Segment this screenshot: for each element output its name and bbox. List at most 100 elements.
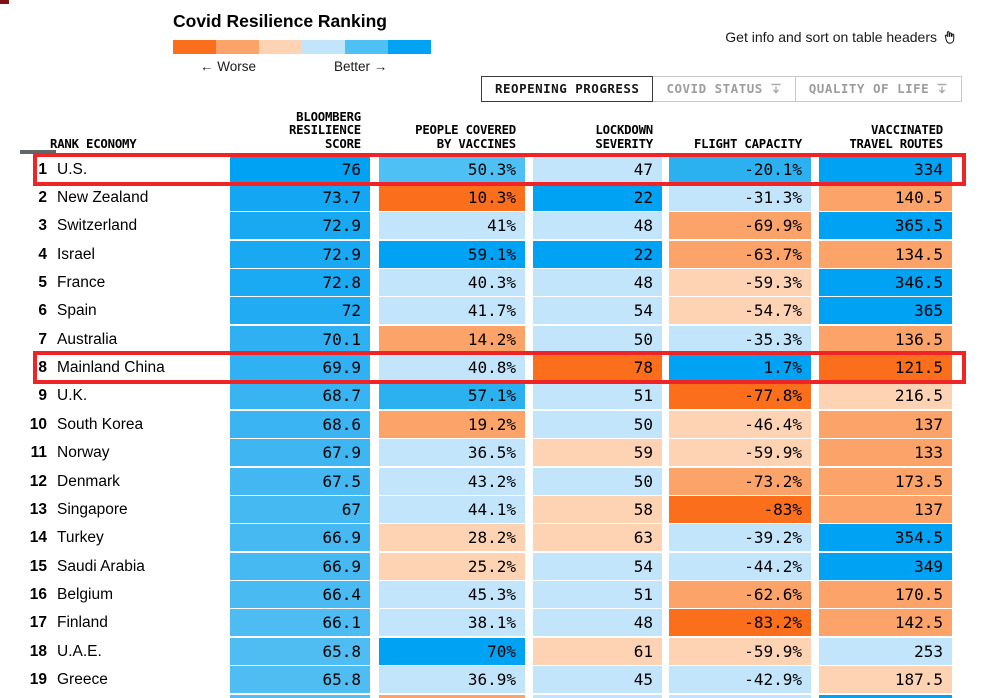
score-cell: 72.9 [230, 240, 370, 268]
column-header-rank-economy[interactable]: RANK ECONOMY [50, 103, 210, 151]
routes-cell: 187.5 [819, 666, 952, 694]
table-row-partial [0, 694, 1000, 698]
vaccines-cell: 43.2% [379, 467, 525, 495]
table-row-12: 12 Denmark 67.5 43.2% 50 -73.2% 173.5 [0, 467, 1000, 495]
table-row-4: 4 Israel 72.9 59.1% 22 -63.7% 134.5 [0, 240, 1000, 268]
legend-swatch-0 [173, 40, 216, 54]
rank-value: 18 [29, 642, 47, 660]
flight-cell: -54.7% [669, 297, 811, 325]
flight-cell: -59.9% [669, 637, 811, 665]
vaccines-cell: 45.3% [379, 581, 525, 609]
vaccines-cell: 36.9% [379, 666, 525, 694]
rank-value: 17 [29, 614, 47, 632]
lockdown-cell: 51 [533, 581, 662, 609]
table-row-18: 18 U.A.E. 65.8 70% 61 -59.9% 253 [0, 637, 1000, 665]
flight-cell: -46.4% [669, 410, 811, 438]
lockdown-cell [533, 694, 662, 698]
score-cell: 68.7 [230, 382, 370, 410]
lockdown-cell: 58 [533, 495, 662, 523]
table-row-17: 17 Finland 66.1 38.1% 48 -83.2% 142.5 [0, 609, 1000, 637]
rank-value: 13 [29, 500, 47, 518]
score-cell: 72.9 [230, 212, 370, 240]
routes-cell: 346.5 [819, 268, 952, 296]
score-cell: 66.9 [230, 524, 370, 552]
flight-cell: -31.3% [669, 183, 811, 211]
flight-cell: -44.2% [669, 552, 811, 580]
vaccines-cell: 41% [379, 212, 525, 240]
rank-value: 7 [38, 330, 47, 348]
vaccines-cell [379, 694, 525, 698]
vaccines-cell: 14.2% [379, 325, 525, 353]
score-cell: 72.8 [230, 268, 370, 296]
score-cell: 68.6 [230, 410, 370, 438]
rank-value: 12 [29, 472, 47, 490]
lockdown-cell: 45 [533, 666, 662, 694]
routes-cell: 121.5 [819, 354, 952, 382]
table-row-19: 19 Greece 65.8 36.9% 45 -42.9% 187.5 [0, 666, 1000, 694]
routes-cell: 173.5 [819, 467, 952, 495]
lockdown-cell: 50 [533, 467, 662, 495]
lockdown-cell: 48 [533, 609, 662, 637]
vaccines-cell: 36.5% [379, 439, 525, 467]
rank-value: 15 [29, 557, 47, 575]
flight-cell: 1.7% [669, 354, 811, 382]
economy-name: France [57, 273, 106, 291]
lockdown-cell: 78 [533, 354, 662, 382]
column-header-score[interactable]: BLOOMBERG RESILIENCE SCORE [230, 103, 361, 151]
economy-name: Australia [57, 330, 118, 348]
score-cell: 76 [230, 155, 370, 183]
table-row-1: 1 U.S. 76 50.3% 47 -20.1% 334 [0, 155, 1000, 183]
score-cell: 69.9 [230, 354, 370, 382]
column-header-line: RESILIENCE [288, 123, 361, 137]
tab-covid-status[interactable]: COVID STATUS [652, 76, 796, 102]
score-cell: 72 [230, 297, 370, 325]
column-header-line: FLIGHT CAPACITY [693, 136, 802, 151]
tab-reopening-progress[interactable]: REOPENING PROGRESS [481, 76, 654, 102]
flight-cell [669, 694, 811, 698]
column-header-line: RANK ECONOMY [50, 136, 137, 151]
info-note: Get info and sort on table headers [725, 29, 957, 45]
routes-cell: 365.5 [819, 212, 952, 240]
table-row-16: 16 Belgium 66.4 45.3% 51 -62.6% 170.5 [0, 581, 1000, 609]
rank-value: 2 [38, 188, 47, 206]
score-cell: 67.5 [230, 467, 370, 495]
column-header-line: SCORE [324, 136, 361, 151]
routes-cell: 216.5 [819, 382, 952, 410]
vaccines-cell: 19.2% [379, 410, 525, 438]
tab-reopening-progress-label: REOPENING PROGRESS [495, 81, 640, 96]
table-row-6: 6 Spain 72 41.7% 54 -54.7% 365 [0, 297, 1000, 325]
vaccines-cell: 44.1% [379, 495, 525, 523]
table-row-15: 15 Saudi Arabia 66.9 25.2% 54 -44.2% 349 [0, 552, 1000, 580]
table-row-11: 11 Norway 67.9 36.5% 59 -59.9% 133 [0, 439, 1000, 467]
routes-cell: 140.5 [819, 183, 952, 211]
flight-cell: -42.9% [669, 666, 811, 694]
routes-cell: 136.5 [819, 325, 952, 353]
routes-cell: 142.5 [819, 609, 952, 637]
column-header-routes[interactable]: VACCINATED TRAVEL ROUTES [819, 103, 943, 151]
flight-cell: -83% [669, 495, 811, 523]
rank-value: 14 [29, 529, 47, 547]
vaccines-cell: 70% [379, 637, 525, 665]
legend-swatch-1 [216, 40, 259, 54]
tab-quality-of-life[interactable]: QUALITY OF LIFE [794, 76, 963, 102]
flight-cell: -62.6% [669, 581, 811, 609]
table-row-2: 2 New Zealand 73.7 10.3% 22 -31.3% 140.5 [0, 183, 1000, 211]
score-cell: 66.1 [230, 609, 370, 637]
column-header-lockdown[interactable]: LOCKDOWN SEVERITY [533, 103, 653, 151]
legend-swatch-3 [302, 40, 345, 54]
rank-value: 3 [38, 217, 47, 235]
flight-cell: -77.8% [669, 382, 811, 410]
tab-covid-status-label: COVID STATUS [666, 81, 763, 96]
economy-name: New Zealand [57, 188, 149, 206]
tab-quality-of-life-label: QUALITY OF LIFE [808, 81, 930, 96]
column-header-vaccines[interactable]: PEOPLE COVERED BY VACCINES [379, 103, 516, 151]
rank-value: 19 [29, 671, 47, 689]
column-header-flight[interactable]: FLIGHT CAPACITY [669, 103, 802, 151]
vaccines-cell: 40.8% [379, 354, 525, 382]
score-cell: 66.9 [230, 552, 370, 580]
score-cell: 67.9 [230, 439, 370, 467]
rank-value: 5 [38, 273, 47, 291]
lockdown-cell: 54 [533, 552, 662, 580]
flight-cell: -59.3% [669, 268, 811, 296]
